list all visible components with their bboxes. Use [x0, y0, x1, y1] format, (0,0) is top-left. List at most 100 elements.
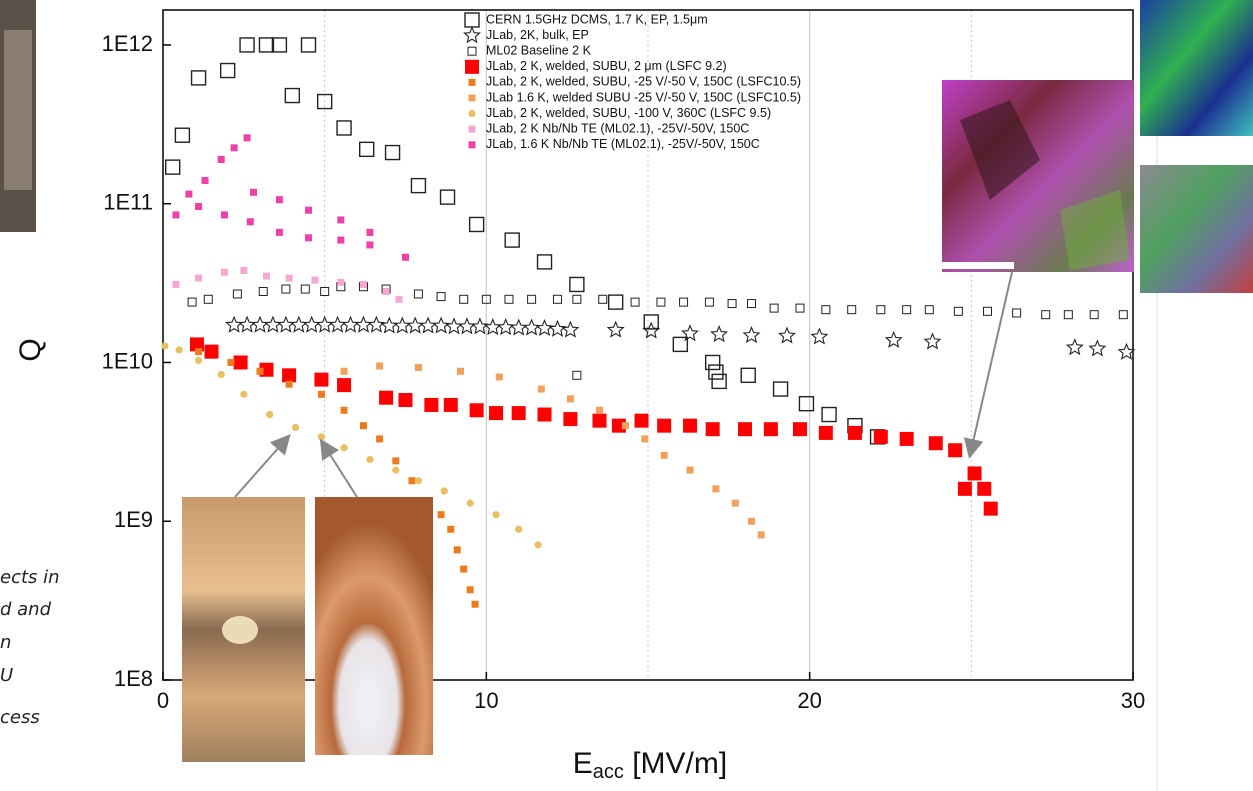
point	[460, 566, 467, 573]
point	[340, 444, 347, 451]
point	[172, 211, 179, 218]
point	[748, 518, 755, 525]
point	[770, 304, 778, 312]
point	[356, 317, 371, 332]
point	[622, 422, 629, 429]
point	[204, 295, 212, 303]
point	[511, 320, 526, 335]
point	[282, 285, 290, 293]
point	[341, 368, 348, 375]
legend-label: JLab, 2 K Nb/Nb TE (ML02.1), -25V/-50V, …	[486, 121, 749, 135]
point	[877, 306, 885, 314]
point	[221, 269, 228, 276]
point	[304, 317, 319, 332]
point	[687, 467, 694, 474]
point	[302, 38, 316, 52]
point	[728, 300, 736, 308]
point	[793, 422, 807, 436]
point	[415, 477, 422, 484]
point	[819, 426, 833, 440]
y-tick-label: 1E10	[102, 348, 153, 373]
point	[596, 407, 603, 414]
point	[496, 374, 503, 381]
point	[744, 327, 759, 342]
point	[311, 277, 318, 284]
point	[330, 317, 345, 332]
point	[395, 318, 410, 333]
point	[1090, 341, 1105, 355]
point	[231, 144, 238, 151]
x-axis-label-part: E	[573, 747, 593, 780]
point	[822, 306, 830, 314]
x-tick-label: 10	[474, 688, 498, 713]
point	[234, 355, 248, 369]
point	[968, 466, 982, 480]
point	[1064, 311, 1072, 319]
point	[240, 38, 254, 52]
point	[977, 482, 991, 496]
point	[360, 281, 367, 288]
point	[747, 300, 755, 308]
point	[874, 430, 888, 444]
point	[958, 482, 972, 496]
point	[954, 307, 962, 315]
point	[457, 368, 464, 375]
x-axis-label: Eacc [MV/m]	[573, 747, 727, 783]
point	[305, 234, 312, 241]
point	[276, 229, 283, 236]
point	[343, 317, 358, 332]
point	[408, 477, 415, 484]
point	[414, 290, 422, 298]
point	[176, 346, 183, 353]
x-tick-label: 0	[157, 688, 169, 713]
point	[305, 207, 312, 214]
point	[470, 217, 484, 231]
point	[366, 229, 373, 236]
side-text-line: cess	[0, 707, 40, 728]
point	[1119, 344, 1134, 359]
point	[1119, 311, 1127, 319]
point	[886, 332, 901, 346]
point	[185, 191, 192, 198]
legend-marker	[465, 60, 479, 74]
point	[244, 134, 251, 141]
micrograph	[1140, 0, 1253, 136]
point	[227, 317, 242, 332]
point	[175, 128, 189, 142]
x-axis-label-part: [MV/m]	[624, 747, 727, 780]
point	[282, 368, 296, 382]
point	[570, 277, 584, 291]
photo-fragment-detail	[4, 30, 32, 190]
legend-marker	[468, 110, 475, 117]
point	[285, 89, 299, 103]
point	[538, 386, 545, 393]
y-tick-label: 1E12	[102, 31, 153, 56]
point	[337, 237, 344, 244]
point	[337, 216, 344, 223]
legend-marker	[464, 28, 479, 42]
point	[1090, 311, 1098, 319]
point	[386, 146, 400, 160]
point	[286, 381, 293, 388]
point	[421, 318, 436, 333]
point	[411, 179, 425, 193]
point	[263, 273, 270, 280]
point	[741, 368, 755, 382]
point	[218, 371, 225, 378]
point	[925, 306, 933, 314]
legend-marker	[468, 47, 476, 55]
point	[538, 255, 552, 269]
point	[221, 64, 235, 78]
legend-marker	[469, 95, 476, 102]
point	[573, 371, 581, 379]
point	[257, 368, 264, 375]
point	[259, 38, 273, 52]
point	[438, 511, 445, 518]
point	[573, 295, 581, 303]
legend-label: JLab, 2 K, welded, SUBU, -25 V/-50 V, 15…	[486, 75, 801, 89]
point	[538, 408, 552, 422]
y-tick-label: 1E11	[103, 190, 153, 215]
point	[441, 487, 448, 494]
point	[799, 397, 813, 411]
legend-label: JLab 1.6 K, welded SUBU -25 V/-50 V, 150…	[486, 90, 801, 104]
